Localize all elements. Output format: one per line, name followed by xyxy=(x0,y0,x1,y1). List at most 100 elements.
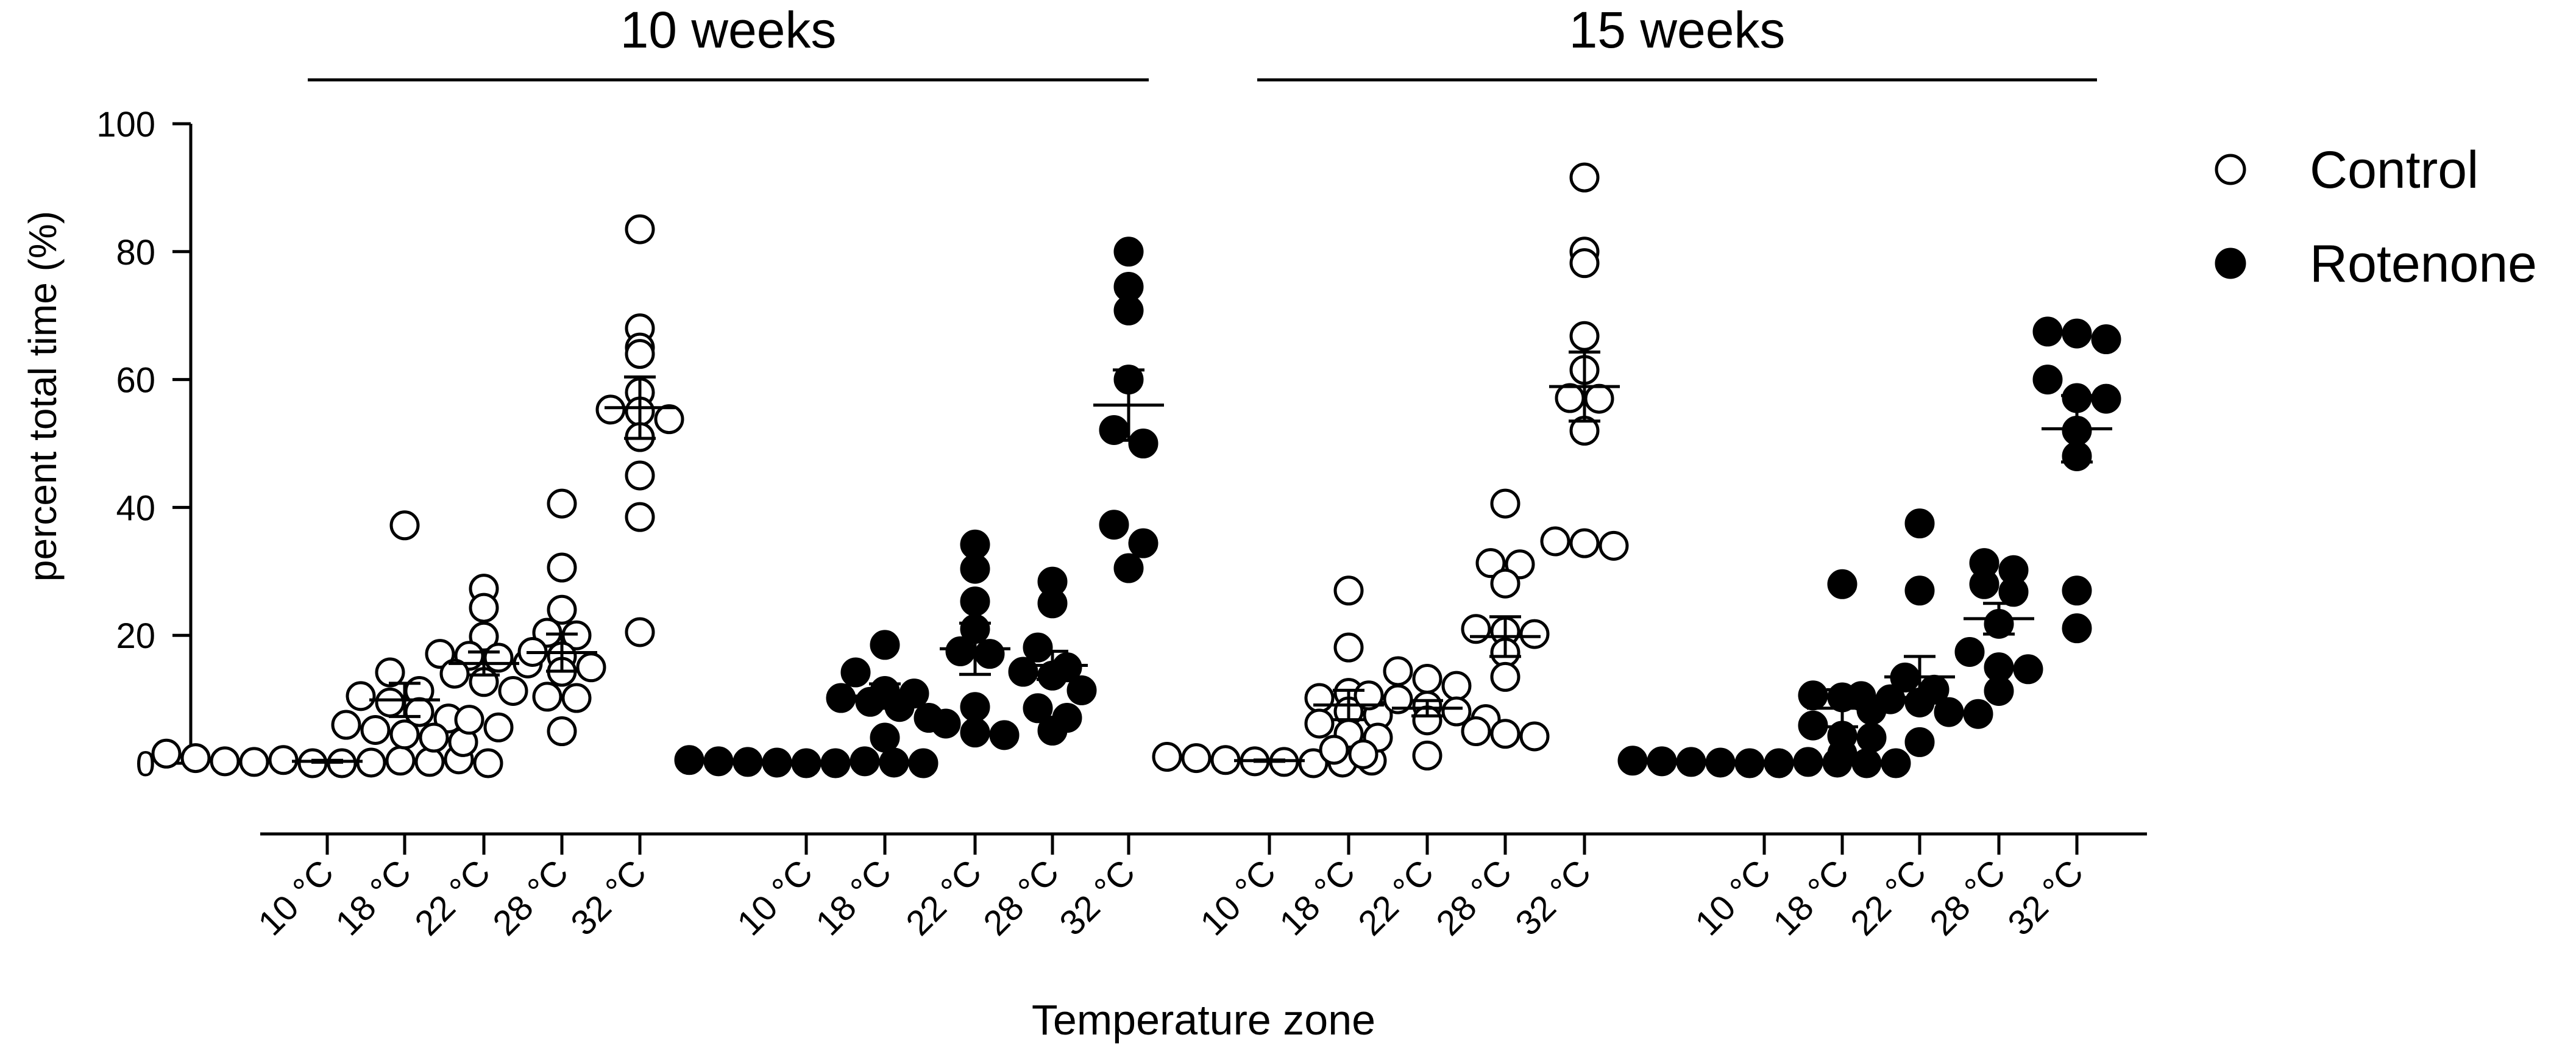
y-axis-label: percent total time (%) xyxy=(21,211,65,582)
data-point xyxy=(210,746,240,777)
data-point xyxy=(1113,553,1144,583)
data-point xyxy=(469,593,499,623)
data-point xyxy=(454,705,484,735)
data-point xyxy=(1904,575,1935,606)
data-point xyxy=(389,719,420,750)
data-point xyxy=(1152,742,1182,772)
x-tick-label: 32 °C xyxy=(563,852,654,943)
x-tick-label: 10 °C xyxy=(729,852,820,943)
data-point xyxy=(1856,722,1887,753)
data-point xyxy=(974,639,1005,669)
data-point xyxy=(1128,528,1158,558)
data-point xyxy=(855,686,885,717)
data-point xyxy=(840,657,871,688)
x-tick-labels: 10 °C18 °C22 °C28 °C32 °C 10 °C18 °C22 °C… xyxy=(250,834,2091,943)
x-tick-label: 22 °C xyxy=(1843,852,1934,943)
x-tick-label: 28 °C xyxy=(1922,852,2013,943)
data-point xyxy=(547,488,577,519)
x-tick-label: 32 °C xyxy=(1052,852,1143,943)
data-point xyxy=(1569,321,1600,351)
data-point xyxy=(1066,675,1097,705)
data-point xyxy=(826,683,856,713)
x-tick-label: 22 °C xyxy=(898,852,989,943)
x-tick-label: 28 °C xyxy=(976,852,1066,943)
data-point xyxy=(1963,699,1993,729)
data-point xyxy=(1490,568,1520,599)
data-point xyxy=(498,675,528,706)
data-point xyxy=(1441,671,1472,701)
data-point xyxy=(1461,614,1491,644)
x-tick-label: 32 °C xyxy=(2000,852,2091,943)
legend-marker xyxy=(2215,154,2246,185)
x-tick-label: 32 °C xyxy=(1508,852,1598,943)
data-point xyxy=(1851,748,1882,778)
data-point xyxy=(1181,743,1212,774)
y-tick-label: 100 xyxy=(96,105,155,144)
data-point xyxy=(1984,675,2014,706)
x-tick-label: 28 °C xyxy=(485,852,576,943)
data-point xyxy=(483,712,514,742)
x-tick-label: 22 °C xyxy=(1350,852,1441,943)
x-tick-label: 22 °C xyxy=(407,852,498,943)
data-point xyxy=(1113,295,1144,326)
data-point xyxy=(1490,661,1520,692)
data-point xyxy=(1569,528,1600,558)
data-point xyxy=(1304,683,1335,713)
data-point xyxy=(1934,697,1964,727)
data-point xyxy=(1023,693,1053,724)
data-point xyxy=(625,617,655,647)
data-point xyxy=(2032,316,2063,347)
legend-label: Rotenone xyxy=(2310,235,2537,293)
data-point xyxy=(375,657,405,688)
data-point xyxy=(960,586,990,617)
data-point xyxy=(561,683,592,713)
data-point xyxy=(960,554,990,584)
data-point xyxy=(1998,577,2029,607)
data-point xyxy=(414,747,445,777)
data-point xyxy=(1023,632,1053,663)
data-point xyxy=(1827,738,1857,769)
data-point xyxy=(375,687,405,718)
data-point xyxy=(1113,237,1144,267)
x-tick-label: 10 °C xyxy=(1687,852,1778,943)
x-axis-label: Temperature zone xyxy=(1032,996,1375,1044)
data-point xyxy=(2062,318,2092,349)
data-marks xyxy=(151,162,2121,778)
data-point xyxy=(2062,613,2092,644)
data-point xyxy=(1798,710,1828,741)
data-point xyxy=(1412,740,1442,771)
data-point xyxy=(1037,588,1068,619)
mean-sem-bars xyxy=(292,350,2112,764)
x-tick-label: 10 °C xyxy=(250,852,341,943)
x-tick-label: 28 °C xyxy=(1428,852,1519,943)
y-tick-label: 20 xyxy=(116,616,155,656)
data-point xyxy=(960,692,990,722)
data-point xyxy=(385,746,416,776)
data-point xyxy=(1304,708,1335,739)
data-point xyxy=(473,748,503,778)
data-point xyxy=(625,460,655,491)
data-point xyxy=(532,682,562,712)
data-point xyxy=(1333,632,1364,663)
data-point xyxy=(1904,508,1935,539)
data-point xyxy=(931,708,961,739)
data-point xyxy=(1598,530,1629,561)
data-point xyxy=(1441,696,1472,727)
data-point xyxy=(2091,324,2121,355)
data-point xyxy=(1617,746,1648,776)
data-point xyxy=(674,745,704,775)
data-point xyxy=(1490,488,1520,519)
data-point xyxy=(2062,575,2092,606)
data-point xyxy=(1412,664,1442,694)
data-point xyxy=(1540,526,1570,557)
data-point xyxy=(180,743,211,774)
data-point xyxy=(703,746,734,777)
data-point xyxy=(389,510,420,541)
data-point xyxy=(625,502,655,532)
legend-marker xyxy=(2215,247,2246,279)
data-point xyxy=(547,594,577,625)
data-point xyxy=(1969,569,1999,599)
y-tick-label: 40 xyxy=(116,488,155,528)
data-point xyxy=(2091,383,2121,414)
